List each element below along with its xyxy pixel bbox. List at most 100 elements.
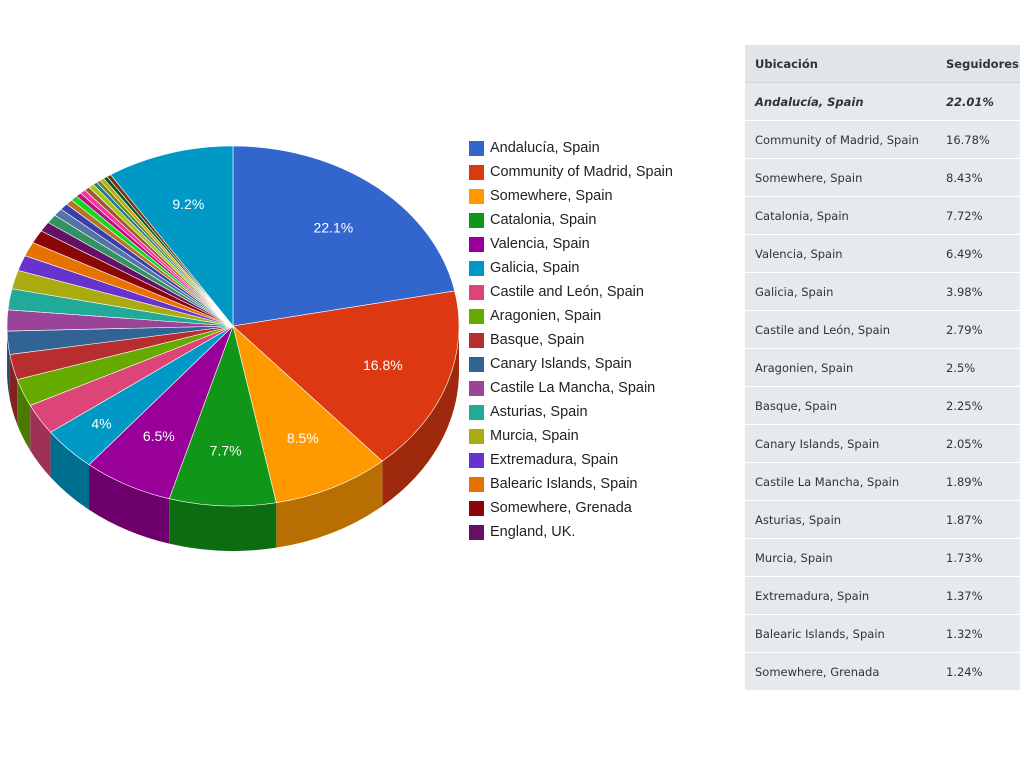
table-row: Basque, Spain 2.25% (745, 386, 1020, 425)
table-row: Castile and León, Spain 2.79% (745, 310, 1020, 349)
chart-legend: Andalucía, Spain Community of Madrid, Spa… (469, 136, 673, 544)
cell-location: Community of Madrid, Spain (745, 120, 936, 159)
legend-swatch (469, 524, 484, 540)
followers-table-container: Ubicación Seguidores Andalucía, Spain 22.… (745, 45, 1020, 690)
cell-followers: 1.37% (936, 576, 1020, 615)
legend-item: England, UK. (469, 520, 673, 544)
header-location: Ubicación (745, 45, 936, 83)
cell-location: Galicia, Spain (745, 272, 936, 311)
legend-swatch (469, 188, 484, 204)
cell-location: Somewhere, Grenada (745, 652, 936, 690)
pie-slice (110, 145, 234, 327)
legend-item: Galicia, Spain (469, 256, 673, 280)
cell-location: Extremadura, Spain (745, 576, 936, 615)
pie-slice-side (89, 464, 170, 544)
cell-followers: 1.89% (936, 462, 1020, 501)
legend-item: Somewhere, Grenada (469, 496, 673, 520)
legend-label: Galicia, Spain (490, 260, 580, 276)
cell-location: Murcia, Spain (745, 538, 936, 577)
pie-slice-label: 6.5% (143, 428, 175, 444)
legend-swatch (469, 236, 484, 252)
pie-slice-label: 16.8% (363, 357, 403, 373)
pie-slice-side (50, 432, 90, 510)
table-row: Community of Madrid, Spain 16.78% (745, 120, 1020, 159)
cell-followers: 3.98% (936, 272, 1020, 311)
legend-swatch (469, 284, 484, 300)
table-row: Aragonien, Spain 2.5% (745, 348, 1020, 387)
table-row: Asturias, Spain 1.87% (745, 500, 1020, 539)
legend-item: Balearic Islands, Spain (469, 472, 673, 496)
legend-item: Asturias, Spain (469, 400, 673, 424)
legend-label: Somewhere, Spain (490, 188, 613, 204)
cell-location: Canary Islands, Spain (745, 424, 936, 463)
pie-slice-label: 9.2% (172, 196, 204, 212)
cell-location: Andalucía, Spain (745, 82, 936, 121)
table-row: Galicia, Spain 3.98% (745, 272, 1020, 311)
legend-swatch (469, 500, 484, 516)
cell-followers: 2.5% (936, 348, 1020, 387)
pie-slice-side (169, 498, 277, 552)
legend-label: Andalucía, Spain (490, 140, 600, 156)
legend-swatch (469, 380, 484, 396)
cell-location: Catalonia, Spain (745, 196, 936, 235)
legend-swatch (469, 260, 484, 276)
cell-followers: 16.78% (936, 120, 1020, 159)
table-row: Andalucía, Spain 22.01% (745, 82, 1020, 121)
cell-location: Valencia, Spain (745, 234, 936, 273)
legend-item: Canary Islands, Spain (469, 352, 673, 376)
cell-location: Asturias, Spain (745, 500, 936, 539)
pie-slice-label: 7.7% (210, 443, 242, 459)
legend-swatch (469, 428, 484, 444)
cell-location: Somewhere, Spain (745, 158, 936, 197)
cell-location: Castile and León, Spain (745, 310, 936, 349)
table-row: Murcia, Spain 1.73% (745, 538, 1020, 577)
legend-label: Balearic Islands, Spain (490, 476, 638, 492)
legend-swatch (469, 452, 484, 468)
legend-item: Andalucía, Spain (469, 136, 673, 160)
table-row: Canary Islands, Spain 2.05% (745, 424, 1020, 463)
legend-item: Aragonien, Spain (469, 304, 673, 328)
legend-label: Basque, Spain (490, 332, 585, 348)
cell-followers: 1.73% (936, 538, 1020, 577)
legend-label: Catalonia, Spain (490, 212, 597, 228)
table-header-row: Ubicación Seguidores (745, 45, 1020, 83)
table-row: Balearic Islands, Spain 1.32% (745, 614, 1020, 653)
legend-label: Canary Islands, Spain (490, 356, 632, 372)
legend-label: Extremadura, Spain (490, 452, 619, 468)
pie-slice-side (30, 405, 51, 478)
table-row: Castile La Mancha, Spain 1.89% (745, 462, 1020, 501)
legend-label: Murcia, Spain (490, 428, 579, 444)
cell-location: Castile La Mancha, Spain (745, 462, 936, 501)
table-body: Andalucía, Spain 22.01% Community of Madri… (745, 82, 1020, 690)
cell-location: Aragonien, Spain (745, 348, 936, 387)
pie-slice (232, 290, 460, 462)
legend-swatch (469, 404, 484, 420)
pie-slice-side (7, 331, 10, 400)
legend-label: Community of Madrid, Spain (490, 164, 673, 180)
legend-swatch (469, 332, 484, 348)
cell-followers: 1.32% (936, 614, 1020, 653)
table-row: Valencia, Spain 6.49% (745, 234, 1020, 273)
cell-location: Balearic Islands, Spain (745, 614, 936, 653)
pie-slice-label: 22.1% (314, 219, 354, 235)
cell-followers: 1.24% (936, 652, 1020, 690)
pie-labels: 22.1% 16.8% 8.5% 7.7% 6.5% 4% 9.2% (91, 196, 402, 459)
legend-label: England, UK. (490, 524, 576, 540)
table-row: Extremadura, Spain 1.37% (745, 576, 1020, 615)
pie-slice (232, 325, 383, 504)
legend-item: Somewhere, Spain (469, 184, 673, 208)
legend-label: Aragonien, Spain (490, 308, 602, 324)
legend-swatch (469, 212, 484, 228)
pie-chart: 22.1% 16.8% 8.5% 7.7% 6.5% 4% 9.2% (6, 145, 460, 552)
legend-swatch (469, 140, 484, 156)
pie-slice-side (382, 326, 459, 507)
cell-followers: 8.43% (936, 158, 1020, 197)
legend-item: Extremadura, Spain (469, 448, 673, 472)
pie-slice-side (276, 461, 383, 548)
cell-followers: 7.72% (936, 196, 1020, 235)
cell-followers: 2.79% (936, 310, 1020, 349)
legend-item: Murcia, Spain (469, 424, 673, 448)
legend-label: Castile La Mancha, Spain (490, 380, 656, 396)
legend-item: Castile La Mancha, Spain (469, 376, 673, 400)
followers-table: Ubicación Seguidores Andalucía, Spain 22.… (745, 45, 1020, 690)
